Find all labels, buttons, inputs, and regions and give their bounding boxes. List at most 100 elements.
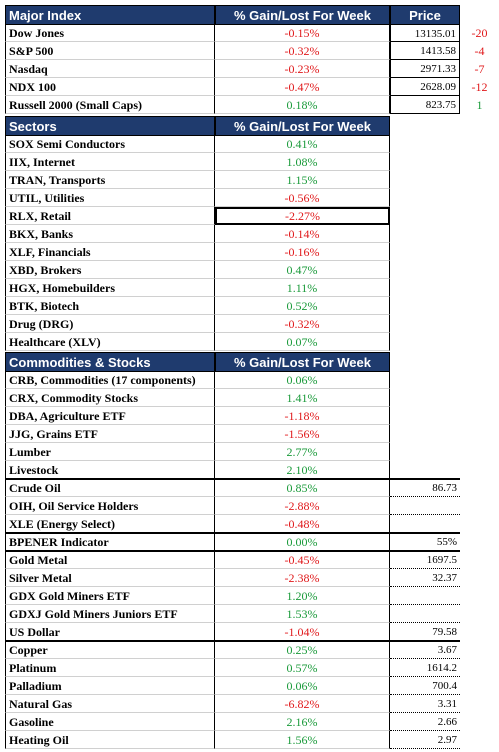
pct-change: 1.53% [215, 605, 390, 623]
pct-change: -2.27% [215, 207, 390, 225]
row-name: Copper [5, 641, 215, 659]
price: 1413.58 [390, 42, 460, 60]
pct-change: -0.32% [215, 315, 390, 333]
row-name: Crude Oil [5, 479, 215, 497]
row-name: Gold Metal [5, 551, 215, 569]
point-change: 1 [476, 98, 483, 112]
pct-change: -0.56% [215, 189, 390, 207]
row-name: Healthcare (XLV) [5, 333, 215, 351]
row-name: HGX, Homebuilders [5, 279, 215, 297]
pct-change: 0.85% [215, 479, 390, 497]
row-name: US Dollar [5, 623, 215, 641]
pct-change: -0.32% [215, 42, 390, 60]
pct-change: 0.18% [215, 96, 390, 114]
group-separator [5, 550, 460, 552]
pct-change: -0.48% [215, 515, 390, 533]
point-change: -20 [471, 26, 488, 40]
pct-change: -0.16% [215, 243, 390, 261]
pct-change: 1.20% [215, 587, 390, 605]
pct-change: 0.06% [215, 371, 390, 389]
row-name: XLE (Energy Select) [5, 515, 215, 533]
row-name: RLX, Retail [5, 207, 215, 225]
pct-change: 0.57% [215, 659, 390, 677]
price: 55% [390, 533, 460, 551]
price: 2.97 [390, 731, 460, 749]
price-header: Price [390, 5, 460, 25]
price: 3.67 [390, 641, 460, 659]
column-header: % Gain/Lost For Week [215, 5, 390, 25]
row-name: NDX 100 [5, 78, 215, 96]
row-name: Livestock [5, 461, 215, 479]
row-name: GDXJ Gold Miners Juniors ETF [5, 605, 215, 623]
row-name: JJG, Grains ETF [5, 425, 215, 443]
pct-change: -1.04% [215, 623, 390, 641]
row-name: BPENER Indicator [5, 533, 215, 551]
pct-change: -2.88% [215, 497, 390, 515]
row-name: XLF, Financials [5, 243, 215, 261]
pct-change: 2.77% [215, 443, 390, 461]
pct-change: -0.47% [215, 78, 390, 96]
pct-change: -6.82% [215, 695, 390, 713]
row-name: DBA, Agriculture ETF [5, 407, 215, 425]
pct-change: -0.15% [215, 24, 390, 42]
row-name: BKX, Banks [5, 225, 215, 243]
pct-change: 1.41% [215, 389, 390, 407]
pct-change: 2.16% [215, 713, 390, 731]
pct-change: -2.38% [215, 569, 390, 587]
row-name: Lumber [5, 443, 215, 461]
point-change: -12 [471, 80, 488, 94]
pct-change: -0.45% [215, 551, 390, 569]
price [390, 497, 460, 515]
section-title: Major Index [5, 5, 215, 25]
section-title: Sectors [5, 116, 215, 136]
price: 32.37 [390, 569, 460, 587]
section-title: Commodities & Stocks [5, 352, 215, 372]
row-name: Silver Metal [5, 569, 215, 587]
price [390, 515, 460, 533]
row-name: Natural Gas [5, 695, 215, 713]
pct-change: 0.06% [215, 677, 390, 695]
price: 79.58 [390, 623, 460, 641]
pct-change: 2.10% [215, 461, 390, 479]
row-name: Dow Jones [5, 24, 215, 42]
pct-change: 1.11% [215, 279, 390, 297]
row-name: Russell 2000 (Small Caps) [5, 96, 215, 114]
pct-change: -0.23% [215, 60, 390, 78]
price: 3.31 [390, 695, 460, 713]
pct-change: 1.15% [215, 171, 390, 189]
row-name: Heating Oil [5, 731, 215, 749]
price: 823.75 [390, 96, 460, 114]
pct-change: 0.41% [215, 135, 390, 153]
pct-change: 0.25% [215, 641, 390, 659]
pct-change: 0.00% [215, 533, 390, 551]
price: 86.73 [390, 479, 460, 497]
row-name: Gasoline [5, 713, 215, 731]
column-header: % Gain/Lost For Week [215, 116, 390, 136]
row-name: OIH, Oil Service Holders [5, 497, 215, 515]
row-name: XBD, Brokers [5, 261, 215, 279]
pct-change: -1.18% [215, 407, 390, 425]
price: 13135.01 [390, 24, 460, 42]
pct-change: 0.52% [215, 297, 390, 315]
price: 2628.09 [390, 78, 460, 96]
row-name: Drug (DRG) [5, 315, 215, 333]
row-name: BTK, Biotech [5, 297, 215, 315]
row-name: S&P 500 [5, 42, 215, 60]
price [390, 587, 460, 605]
pct-change: 1.56% [215, 731, 390, 749]
price: 2971.33 [390, 60, 460, 78]
row-name: UTIL, Utilities [5, 189, 215, 207]
point-change: -7 [474, 62, 485, 76]
price [390, 605, 460, 623]
row-name: CRX, Commodity Stocks [5, 389, 215, 407]
row-name: CRB, Commodities (17 components) [5, 371, 215, 389]
pct-change: -0.14% [215, 225, 390, 243]
group-separator [5, 532, 460, 534]
price: 1697.5 [390, 551, 460, 569]
row-name: IIX, Internet [5, 153, 215, 171]
pct-change: 1.08% [215, 153, 390, 171]
row-name: Nasdaq [5, 60, 215, 78]
pct-change: 0.07% [215, 333, 390, 351]
price: 2.66 [390, 713, 460, 731]
